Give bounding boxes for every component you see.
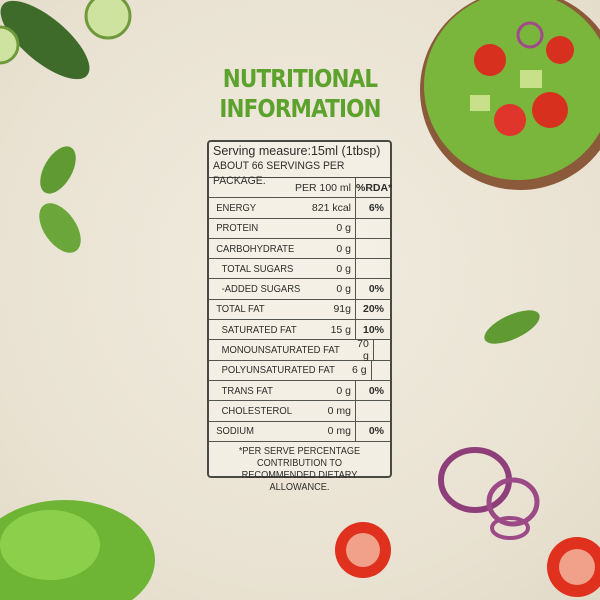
header-rda: %RDA* bbox=[356, 181, 393, 194]
serving-measure: Serving measure:15ml (1tbsp) bbox=[213, 144, 381, 158]
nutrient-name: SODIUM bbox=[216, 425, 254, 438]
nutrition-facts-panel: Serving measure:15ml (1tbsp) ABOUT 66 SE… bbox=[207, 140, 393, 493]
nutrient-value: 6 g bbox=[349, 360, 372, 380]
table-row: CARBOHYDRATE 0 g bbox=[209, 238, 390, 260]
title-line-2: INFORMATION bbox=[219, 94, 381, 123]
title-line-1: NUTRITIONAL bbox=[222, 64, 378, 93]
table-row: ENERGY 821 kcal 6% bbox=[209, 198, 390, 219]
nutrient-name: CARBOHYDRATE bbox=[216, 242, 295, 255]
table-row: TOTAL FAT 91g 20% bbox=[209, 299, 390, 321]
salad-bowl-image bbox=[420, 0, 600, 190]
nutrient-name: TOTAL SUGARS bbox=[221, 262, 294, 275]
tomato-slice-image bbox=[335, 522, 391, 578]
servings-per-package: ABOUT 66 SERVINGS PER PACKAGE. bbox=[213, 160, 345, 187]
nutrient-rda: 20% bbox=[362, 303, 384, 316]
table-row: TRANS FAT 0 g 0% bbox=[209, 380, 390, 402]
nutrient-name: ENERGY bbox=[216, 201, 257, 214]
nutrient-value: 0 g bbox=[311, 279, 356, 299]
nutrient-name: SATURATED FAT bbox=[221, 323, 297, 336]
table-row: MONOUNSATURATED FAT 70 g bbox=[209, 338, 390, 362]
nutrient-name: TOTAL FAT bbox=[216, 303, 265, 316]
table-row: POLYUNSATURATED FAT 6 g bbox=[209, 360, 390, 381]
nutrient-name: TRANS FAT bbox=[221, 384, 273, 397]
nutrient-value: 0 mg bbox=[311, 421, 356, 441]
table-row: -ADDED SUGARS 0 g 0% bbox=[209, 279, 390, 300]
nutrient-value: 15 g bbox=[311, 320, 356, 340]
footnote: *PER SERVE PERCENTAGE CONTRIBUTION TO RE… bbox=[238, 445, 361, 493]
nutrient-value: 0 g bbox=[311, 380, 356, 401]
table-row: SATURATED FAT 15 g 10% bbox=[209, 320, 390, 341]
nutrient-value: 0 g bbox=[311, 218, 356, 238]
table-row: PROTEIN 0 g bbox=[209, 218, 390, 239]
nutrient-name: CHOLESTEROL bbox=[221, 404, 292, 417]
nutrient-value: 0 mg bbox=[311, 401, 356, 421]
basil-leaf-image bbox=[484, 310, 540, 344]
serving-info: Serving measure:15ml (1tbsp) ABOUT 66 SE… bbox=[209, 142, 390, 187]
nutrient-name: POLYUNSATURATED FAT bbox=[221, 364, 335, 377]
nutrient-value: 70 g bbox=[354, 338, 374, 362]
cucumber-image bbox=[0, 0, 132, 80]
onion-rings-image bbox=[438, 447, 540, 540]
nutrient-rda: 0% bbox=[368, 283, 384, 296]
nutrient-rda: 6% bbox=[368, 201, 384, 214]
table-row: SODIUM 0 mg 0% bbox=[209, 421, 390, 442]
tomato-slice-image-2 bbox=[547, 537, 600, 597]
nutrient-value: 0 g bbox=[311, 259, 356, 279]
nutrient-value: 0 g bbox=[311, 238, 356, 259]
nutrient-rda: 0% bbox=[368, 425, 384, 438]
table-row: CHOLESTEROL 0 mg bbox=[209, 401, 390, 422]
nutrient-rda: 10% bbox=[362, 323, 384, 336]
header-per-100ml: PER 100 ml bbox=[286, 178, 356, 198]
nutrient-value: 821 kcal bbox=[311, 198, 356, 218]
nutrient-name: -ADDED SUGARS bbox=[221, 283, 301, 296]
nutrient-name: PROTEIN bbox=[216, 222, 259, 235]
basil-leaves-image bbox=[39, 146, 81, 253]
table-row: TOTAL SUGARS 0 g bbox=[209, 259, 390, 280]
table-header: PER 100 ml %RDA* bbox=[209, 178, 393, 199]
nutrient-value: 91g bbox=[311, 299, 356, 320]
page-title: NUTRITIONAL INFORMATION bbox=[214, 64, 386, 124]
nutrient-name: MONOUNSATURATED FAT bbox=[221, 344, 340, 357]
nutrient-rda: 0% bbox=[368, 384, 384, 397]
lettuce-image bbox=[0, 500, 155, 600]
